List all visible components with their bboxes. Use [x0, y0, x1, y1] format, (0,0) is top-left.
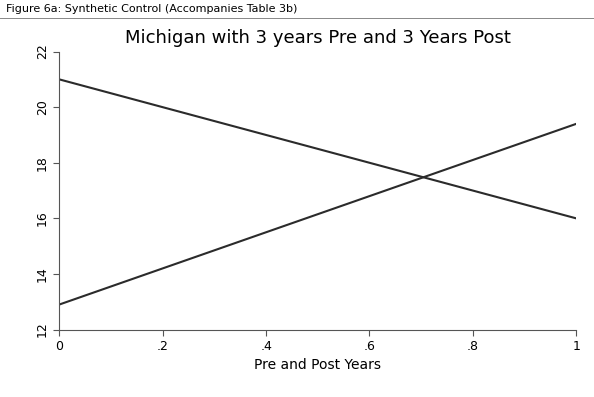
Title: Michigan with 3 years Pre and 3 Years Post: Michigan with 3 years Pre and 3 Years Po…	[125, 29, 511, 47]
Text: Figure 6a: Synthetic Control (Accompanies Table 3b): Figure 6a: Synthetic Control (Accompanie…	[6, 4, 298, 14]
X-axis label: Pre and Post Years: Pre and Post Years	[254, 358, 381, 372]
